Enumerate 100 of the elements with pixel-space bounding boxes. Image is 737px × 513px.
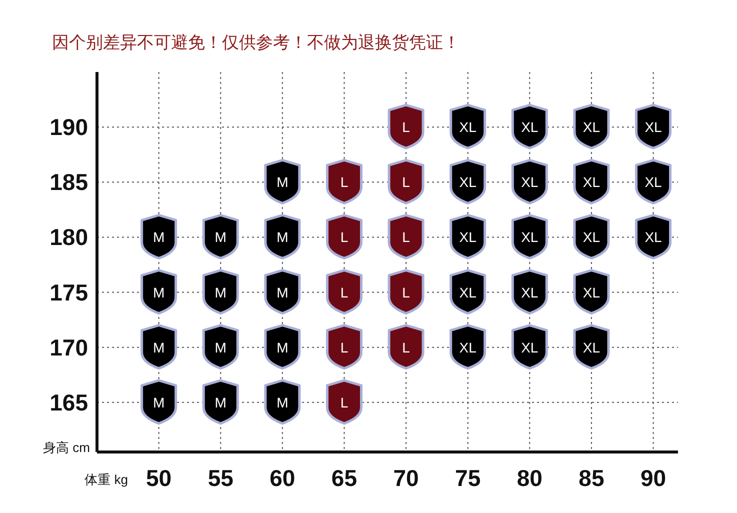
- series-label: M: [152, 284, 165, 300]
- text: L: [340, 229, 348, 246]
- text: M: [214, 284, 226, 300]
- point: [635, 214, 672, 260]
- point: [450, 324, 486, 370]
- point: [450, 158, 486, 204]
- point: [140, 214, 178, 260]
- text: XL: [644, 174, 662, 190]
- point: [264, 214, 301, 260]
- point: [388, 158, 424, 204]
- y-tick-label: 165: [50, 389, 88, 416]
- point: [202, 379, 239, 425]
- text: M: [152, 229, 165, 246]
- text: L: [402, 229, 410, 246]
- text: M: [276, 229, 288, 246]
- text: M: [276, 174, 288, 190]
- point: [573, 324, 610, 370]
- x-tick-label: 70: [393, 465, 419, 491]
- x-tick-label: 50: [146, 465, 172, 491]
- point: [202, 214, 239, 260]
- point: [511, 158, 548, 204]
- text: XL: [459, 119, 476, 136]
- point: [264, 379, 301, 425]
- series-label: XL: [582, 284, 600, 300]
- point: [511, 104, 548, 150]
- text: XL: [521, 229, 538, 246]
- text: XL: [582, 174, 600, 190]
- x-tick-label: 60: [270, 465, 296, 491]
- point: [264, 324, 301, 370]
- point: [573, 158, 610, 204]
- text: XL: [582, 339, 600, 356]
- point: [326, 269, 362, 315]
- point: [388, 214, 424, 260]
- text: M: [214, 229, 226, 246]
- text: XL: [582, 119, 600, 136]
- text: L: [402, 119, 410, 136]
- point: [264, 158, 301, 204]
- point: [140, 379, 178, 425]
- point: [326, 214, 362, 260]
- x-tick-label: 80: [516, 465, 542, 491]
- x-tick-label: 85: [578, 465, 604, 491]
- y-tick-label: 190: [50, 114, 88, 140]
- text: M: [214, 339, 226, 356]
- text: M: [276, 284, 288, 300]
- text: XL: [521, 174, 538, 190]
- y-tick-label: 175: [50, 279, 88, 306]
- point: [573, 214, 610, 260]
- x-axis-title: 体重 kg: [84, 472, 128, 487]
- point: [388, 324, 424, 370]
- point: [450, 104, 486, 150]
- x-tick-label: 65: [331, 465, 358, 491]
- point: [264, 269, 301, 315]
- text: XL: [521, 119, 538, 136]
- text: L: [340, 339, 348, 356]
- text: L: [402, 284, 410, 300]
- x-tick-label: 75: [455, 465, 481, 491]
- text: XL: [582, 229, 600, 246]
- text: XL: [521, 284, 538, 300]
- point: [140, 324, 178, 370]
- text: XL: [459, 174, 476, 190]
- y-tick-label: 185: [50, 169, 88, 196]
- chart-title: 因个别差异不可避免！仅供参考！不做为退换货凭证！: [52, 33, 460, 52]
- text: M: [276, 339, 288, 356]
- point: [573, 104, 610, 150]
- text: M: [214, 394, 226, 410]
- y-axis-title: 身高 cm: [43, 440, 90, 455]
- y-tick-label: 170: [50, 334, 88, 360]
- text: M: [152, 339, 165, 356]
- text: L: [402, 339, 410, 356]
- series-label: L: [340, 284, 348, 300]
- text: XL: [459, 339, 476, 356]
- x-tick-label: 55: [208, 465, 234, 491]
- y-tick-label: 180: [50, 224, 88, 250]
- point: [511, 214, 548, 260]
- text: XL: [459, 284, 476, 300]
- point: [388, 269, 424, 315]
- text: M: [276, 394, 288, 410]
- text: M: [152, 394, 165, 410]
- point: [202, 269, 239, 315]
- point: [635, 104, 672, 150]
- text: XL: [521, 339, 538, 356]
- point: [388, 104, 424, 150]
- point: [511, 269, 548, 315]
- point: [511, 324, 548, 370]
- point: [202, 324, 239, 370]
- text: L: [340, 394, 348, 410]
- point: [326, 324, 362, 370]
- text: L: [340, 174, 348, 190]
- point: [635, 158, 672, 204]
- text: XL: [459, 229, 476, 246]
- point: [326, 158, 362, 204]
- point: [140, 269, 178, 315]
- point: [573, 269, 610, 315]
- point: [450, 269, 486, 315]
- text: XL: [644, 229, 662, 246]
- text: XL: [644, 119, 662, 136]
- point: [326, 379, 362, 425]
- point: [450, 214, 486, 260]
- x-tick-label: 90: [640, 465, 666, 491]
- text: L: [402, 174, 410, 190]
